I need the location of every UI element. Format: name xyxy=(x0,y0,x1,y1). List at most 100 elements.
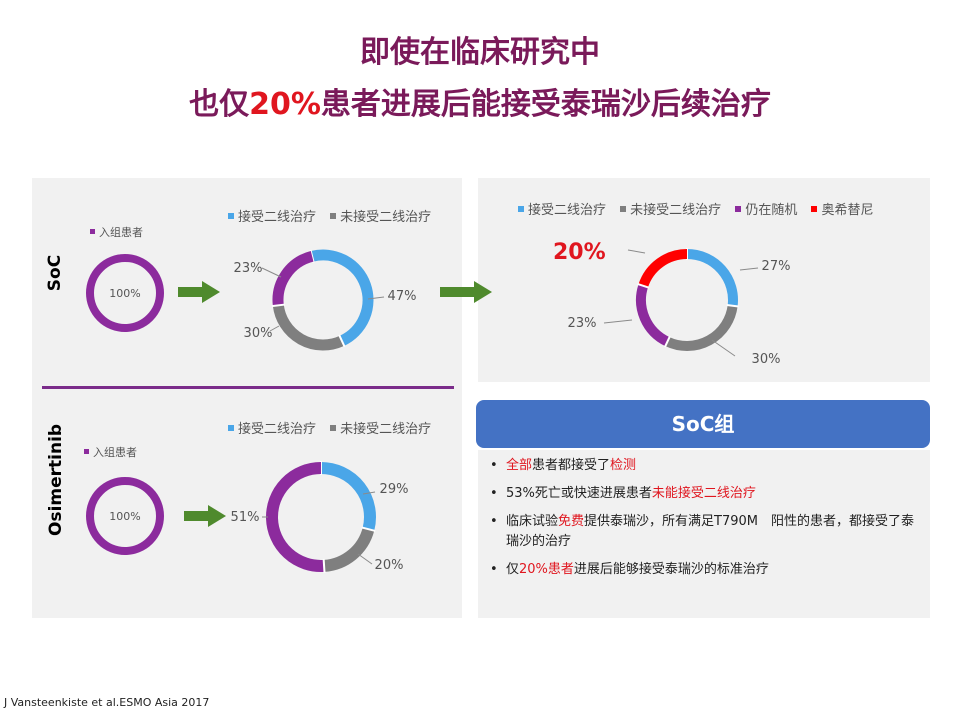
donut-segment xyxy=(310,249,374,346)
legend-label-still-randomized: 仍在随机 xyxy=(745,203,798,218)
flow-arrow xyxy=(184,505,226,527)
segment-separator xyxy=(338,334,346,348)
bullet-mark: • xyxy=(490,458,498,473)
soc-group-list: • 全部患者都接受了检测 • 53%死亡或快速进展患者未能接受二线治疗 • 临床试验免… xyxy=(488,456,920,588)
donut-chart: 47% 30% 23% xyxy=(234,249,417,351)
leader-line xyxy=(603,319,633,324)
title-line-1-text: 即使在临床研究中 xyxy=(360,35,600,70)
segment-separator xyxy=(322,558,326,573)
legend-label-osimertinib: 奥希替尼 xyxy=(821,203,874,218)
title-line-2: 也仅20%患者进展后能接受泰瑞沙后续治疗 xyxy=(0,86,960,124)
legend-swatch-received xyxy=(228,212,234,219)
donut-segment xyxy=(320,462,376,531)
bullet-mark: • xyxy=(490,514,498,529)
leader-line xyxy=(362,491,376,495)
legend-swatch-received xyxy=(518,205,524,212)
soc-group-box xyxy=(478,450,930,618)
donut-segment xyxy=(266,462,325,572)
data-label: 23% xyxy=(568,316,597,331)
osi-enrolled-legend: 入组患者 xyxy=(84,444,137,460)
segment-separator xyxy=(726,304,739,308)
enrolled-label: 入组患者 xyxy=(99,226,143,239)
data-label: 47% xyxy=(388,289,417,304)
segment-separator xyxy=(361,526,376,532)
title-line-2-post: 患者进展后能接受泰瑞沙后续治疗 xyxy=(320,87,771,122)
leader-line xyxy=(627,249,646,254)
item-text: 53%死亡或快速进展患者 xyxy=(506,486,652,501)
soc-enrolled-legend: 入组患者 xyxy=(90,224,143,240)
flow-arrow xyxy=(440,281,492,303)
legend-label-not-received: 未接受二线治疗 xyxy=(340,210,432,225)
osi-legend: 接受二线治疗 未接受二线治疗 xyxy=(228,418,441,437)
leader-line xyxy=(357,553,373,565)
item-text: 提供泰瑞沙，所有满足T790M 阳性的患者，都接受了泰瑞沙的治疗 xyxy=(506,514,915,549)
legend-item-osimertinib: 奥希替尼 xyxy=(811,199,873,218)
legend-swatch-not-received xyxy=(330,212,337,219)
soc-legend: 接受二线治疗 未接受二线治疗 xyxy=(228,206,441,225)
title-line-1: 即使在临床研究中 xyxy=(0,34,960,72)
leader-line xyxy=(269,325,280,332)
donut-segment xyxy=(272,304,345,351)
list-item: • 临床试验免费提供泰瑞沙，所有满足T790M 阳性的患者，都接受了泰瑞沙的治疗 xyxy=(488,512,920,552)
legend-item-received: 接受二线治疗 xyxy=(228,206,316,225)
leader-line xyxy=(367,296,385,300)
donut-segment xyxy=(86,477,164,555)
item-highlight: 20%患者 xyxy=(519,562,574,577)
breakdown-legend: 接受二线治疗 未接受二线治疗 仍在随机 奥希替尼 xyxy=(518,199,883,218)
donut-chart: 100% xyxy=(86,254,164,332)
segment-separator xyxy=(271,303,285,308)
enrolled-label: 入组患者 xyxy=(93,446,137,459)
donut-chart: 100% xyxy=(86,477,164,555)
title-highlight: 20% xyxy=(249,87,321,122)
legend-item-not-received: 未接受二线治疗 xyxy=(620,199,721,218)
enrolled-swatch xyxy=(90,228,95,234)
data-label: 20% xyxy=(375,558,404,573)
legend-swatch-not-received xyxy=(620,205,627,212)
legend-label-not-received: 未接受二线治疗 xyxy=(630,203,722,218)
legend-label-received: 接受二线治疗 xyxy=(238,422,317,437)
title-line-2-pre: 也仅 xyxy=(189,87,250,122)
item-text: 进展后能够接受泰瑞沙的标准治疗 xyxy=(573,562,769,577)
leader-line xyxy=(261,267,282,278)
segment-separator xyxy=(663,335,671,348)
segment-separator xyxy=(637,282,650,289)
legend-label-not-received: 未接受二线治疗 xyxy=(340,422,432,437)
item-highlight: 检测 xyxy=(610,458,637,473)
bullet-mark: • xyxy=(490,486,498,501)
item-highlight: 免费 xyxy=(558,514,585,529)
legend-label-received: 接受二线治疗 xyxy=(238,210,317,225)
data-label: 29% xyxy=(380,482,409,497)
enrolled-swatch xyxy=(84,448,89,454)
donut-segment xyxy=(272,251,314,306)
legend-swatch-osimertinib xyxy=(811,205,818,212)
legend-swatch-still-randomized xyxy=(735,205,742,212)
data-label: 27% xyxy=(762,259,791,274)
list-item: • 全部患者都接受了检测 xyxy=(488,456,920,476)
legend-item-not-received: 未接受二线治疗 xyxy=(330,206,431,225)
donut-segment xyxy=(686,249,738,307)
item-text: 患者都接受了 xyxy=(532,458,611,473)
soc-group-header: SoC组 xyxy=(476,400,930,448)
panel-divider xyxy=(42,386,454,389)
leader-line xyxy=(739,267,759,271)
donut-segment xyxy=(665,304,738,351)
item-text: 仅 xyxy=(506,562,520,577)
donut-segment xyxy=(638,249,688,288)
flow-arrow xyxy=(178,281,220,303)
data-label: 23% xyxy=(234,261,263,276)
list-item: • 53%死亡或快速进展患者未能接受二线治疗 xyxy=(488,484,920,504)
leader-line xyxy=(711,339,736,357)
item-highlight: 全部 xyxy=(506,458,533,473)
citation: J Vansteenkiste et al.ESMO Asia 2017 xyxy=(4,696,210,709)
donut-chart: 27% 30% 23% xyxy=(568,248,791,367)
donut-segment xyxy=(86,254,164,332)
list-item: • 仅20%患者进展后能够接受泰瑞沙的标准治疗 xyxy=(488,560,920,580)
legend-item-received: 接受二线治疗 xyxy=(518,199,606,218)
bullet-mark: • xyxy=(490,562,498,577)
data-label: 30% xyxy=(244,326,273,341)
legend-item-received: 接受二线治疗 xyxy=(228,418,316,437)
legend-swatch-received xyxy=(228,424,234,431)
data-label: 51% xyxy=(231,510,260,525)
data-label: 100% xyxy=(109,510,140,523)
